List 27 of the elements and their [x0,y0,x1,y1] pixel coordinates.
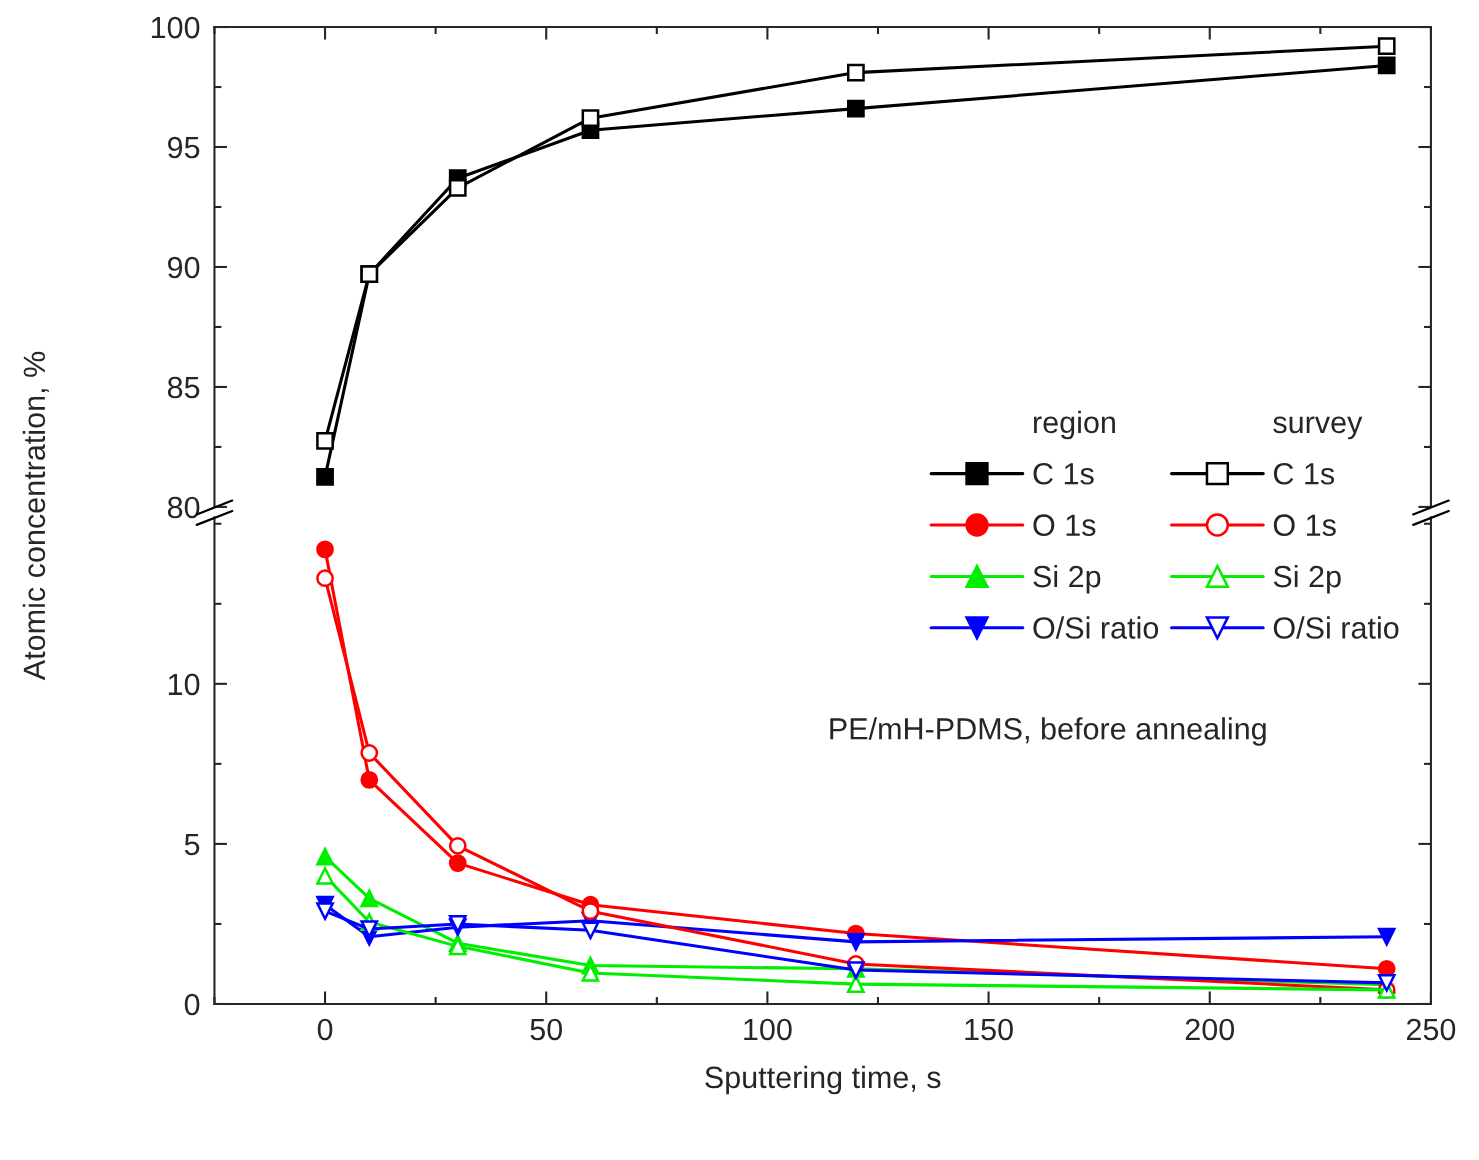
y-tick-label: 90 [168,256,200,279]
legend-label: O/Si ratio [1033,616,1159,639]
y-tick-label: 95 [168,136,200,159]
x-tick-label: 150 [965,1018,1013,1041]
x-tick-label: 50 [530,1018,563,1041]
annotation: region [1034,410,1115,440]
legend-label: C 1s [1273,462,1335,485]
annotation: PE/mH-PDMS, before annealing [830,717,1266,746]
legend-label: O/Si ratio [1273,616,1399,639]
y-tick-label: 10 [168,673,200,696]
y-tick-label: 0 [184,993,200,1016]
legend-label: Si 2p [1033,564,1101,594]
y-tick-label: 5 [184,833,200,856]
legend-label: O 1s [1033,514,1096,536]
x-axis-title: Sputtering time, s [705,1065,941,1095]
x-tick-label: 100 [744,1018,792,1041]
legend-label: C 1s [1033,462,1094,485]
x-tick-label: 0 [317,1018,333,1041]
legend-label: O 1s [1273,514,1336,536]
y-tick-label: 100 [151,16,200,39]
x-tick-label: 200 [1185,1018,1235,1041]
x-tick-label: 250 [1406,1018,1456,1041]
y-tick-label: 80 [167,496,200,519]
y-tick-label: 85 [167,376,200,399]
legend-label: Si 2p [1273,564,1341,594]
annotation: survey [1273,416,1363,440]
y-axis-title: Atomic concentration, % [22,351,49,681]
